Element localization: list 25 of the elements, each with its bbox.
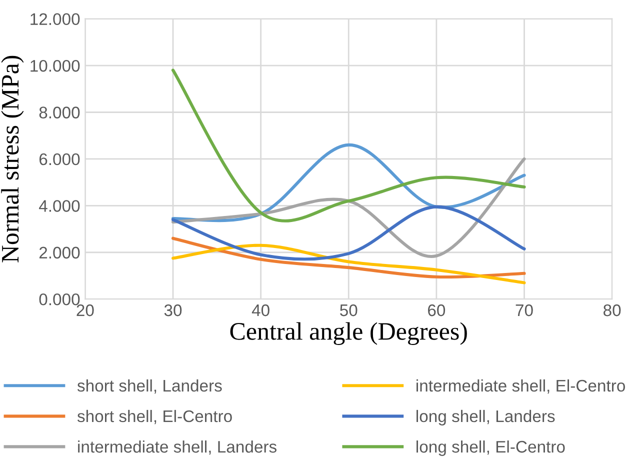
x-tick-label: 70: [516, 304, 533, 316]
y-tick-label: 6.000: [39, 153, 80, 166]
y-tick-label: 2.000: [39, 246, 80, 259]
x-tick-label: 20: [76, 304, 94, 316]
line-series: [171, 157, 526, 258]
y-tick-label: 4.000: [39, 200, 80, 212]
y-tick-label: 10.000: [30, 60, 80, 72]
y-axis-title: Normal stress (MPa): [1, 56, 24, 262]
x-tick-label: 30: [164, 304, 182, 316]
line-series: [171, 236, 526, 279]
x-tick-label: 40: [252, 304, 270, 316]
legend-label: intermediate shell, El-Centro: [416, 379, 625, 394]
line-series: [171, 244, 526, 284]
y-tick-label: 8.000: [39, 106, 80, 118]
y-tick-label: 12.000: [30, 13, 80, 26]
x-tick-label: 50: [340, 304, 358, 316]
x-axis-title: Central angle (Degrees): [230, 322, 467, 346]
legend-label: long shell, Landers: [416, 410, 555, 426]
legend-label: long shell, El-Centro: [416, 440, 565, 456]
legend-label: short shell, El-Centro: [77, 410, 232, 424]
y-tick-label: 0.000: [39, 293, 80, 306]
legend-label: short shell, Landers: [77, 379, 222, 394]
x-tick-label: 60: [428, 304, 446, 316]
legend-label: intermediate shell, Landers: [78, 440, 276, 455]
x-tick-label: 80: [604, 304, 621, 316]
